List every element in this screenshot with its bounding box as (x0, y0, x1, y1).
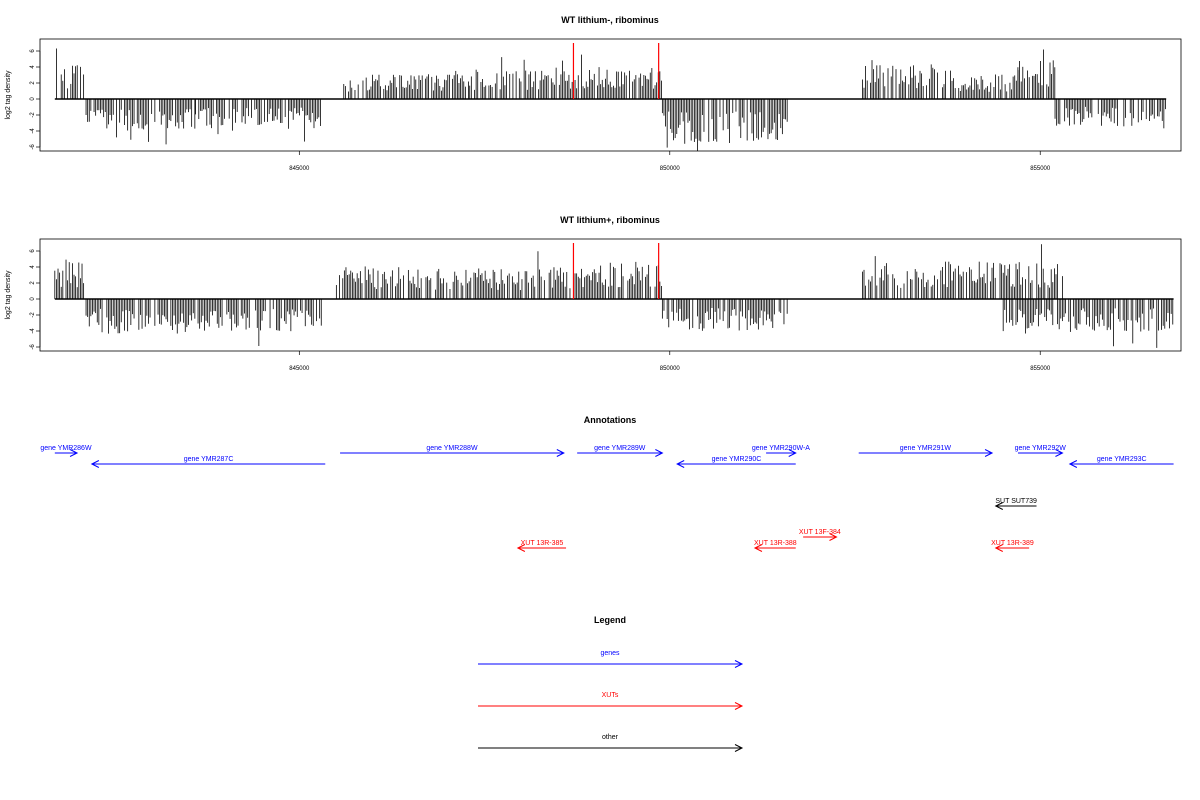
y-tick-label: -4 (30, 328, 36, 334)
feature-arrow-head (753, 544, 763, 552)
feature-label: gene YMR292W (1015, 445, 1067, 452)
y-tick-label: 4 (30, 65, 36, 69)
y-tick-label: 2 (30, 281, 36, 285)
legend-label: XUTs (602, 692, 619, 699)
feature-gene: gene YMR288W (340, 445, 565, 457)
feature-label: gene YMR286W (40, 445, 92, 452)
density-bars (56, 48, 1166, 151)
y-tick-label: -2 (30, 112, 36, 118)
feature-label: gene YMR291W (900, 445, 952, 452)
density-bars (54, 244, 1174, 348)
position-markers (572, 243, 660, 299)
feature-gene: gene YMR286W (40, 445, 92, 457)
feature-arrow-head (556, 449, 565, 457)
feature-arrow-head (829, 533, 838, 541)
y-tick-label: 0 (30, 297, 36, 301)
feature-label: gene YMR287C (184, 456, 234, 463)
position-markers (572, 43, 660, 99)
legend-label: other (602, 734, 619, 741)
feature-label: XUT 13R-385 (521, 540, 564, 547)
legend: Legend genes XUTs other (478, 615, 744, 752)
x-tick-label: 850000 (660, 366, 681, 372)
y-tick-label: -4 (30, 128, 36, 134)
track-panel-lithium-plus: WT lithium+, ribominus log2 tag density … (5, 215, 1182, 372)
feature-arrow-head (516, 544, 526, 552)
feature-arrow-head (69, 449, 79, 457)
feature-gene: gene YMR292W (1015, 445, 1067, 457)
feature-gene: gene YMR291W (858, 445, 994, 457)
feature-arrow-head (788, 449, 797, 457)
legend-arrow-head (734, 702, 744, 710)
feature-xut: XUT 13R-385 (516, 540, 567, 552)
y-tick-label: 6 (30, 49, 36, 53)
legend-label: genes (600, 650, 620, 657)
feature-gene: gene YMR290C (676, 456, 796, 468)
feature-label: XUT 13R-389 (991, 540, 1034, 547)
y-tick-label: 0 (30, 97, 36, 101)
legend-title: Legend (594, 615, 626, 625)
feature-label: gene YMR289W (594, 445, 646, 452)
feature-label: XUT 13R-388 (754, 540, 797, 547)
feature-label: gene YMR293C (1097, 456, 1147, 463)
feature-label: gene YMR290W-A (752, 445, 810, 452)
feature-list: gene YMR286W gene YMR287C gene YMR288W gene… (40, 445, 1174, 552)
feature-gene: gene YMR289W (577, 445, 664, 457)
y-axis-label: log2 tag density (5, 70, 12, 120)
feature-arrow-head (1055, 449, 1064, 457)
feature-xut: XUT 13R-389 (991, 540, 1034, 552)
x-tick-label: 845000 (289, 366, 310, 372)
y-tick-label: -6 (30, 144, 36, 150)
feature-gene: gene YMR293C (1068, 456, 1174, 468)
feature-other: SUT SUT739 (994, 498, 1037, 510)
legend-arrow-head (734, 660, 744, 668)
feature-gene: gene YMR290W-A (752, 445, 810, 457)
track-panel-lithium-minus: WT lithium-, ribominus log2 tag density … (5, 15, 1182, 172)
y-axis-ticks: -6 -4 -2 0 2 4 6 (30, 249, 41, 350)
feature-label: gene YMR290C (712, 456, 762, 463)
feature-xut: XUT 13R-388 (753, 540, 797, 552)
legend-item-gene: genes (478, 650, 744, 668)
y-tick-label: 6 (30, 249, 36, 253)
x-tick-label: 855000 (1030, 166, 1051, 172)
y-tick-label: -2 (30, 312, 36, 318)
y-tick-label: 4 (30, 265, 36, 269)
y-tick-label: 2 (30, 81, 36, 85)
feature-arrow-head (994, 544, 1003, 552)
legend-item-xut: XUTs (478, 692, 744, 710)
feature-arrow-head (90, 460, 100, 468)
legend-arrow-head (734, 744, 744, 752)
feature-arrow-head (1068, 460, 1078, 468)
feature-label: gene YMR288W (426, 445, 478, 452)
feature-label: XUT 13F-384 (799, 529, 841, 536)
feature-arrow-head (676, 460, 685, 468)
y-axis-ticks: -6 -4 -2 0 2 4 6 (30, 49, 41, 150)
x-axis-ticks: 845000 850000 855000 (289, 351, 1051, 372)
feature-arrow-head (655, 449, 664, 457)
y-tick-label: -6 (30, 344, 36, 350)
x-axis-ticks: 845000 850000 855000 (289, 151, 1051, 172)
panel-title: WT lithium-, ribominus (561, 15, 659, 25)
feature-gene: gene YMR287C (90, 456, 326, 468)
legend-item-other: other (478, 734, 744, 752)
feature-arrow-head (994, 502, 1003, 510)
x-tick-label: 845000 (289, 166, 310, 172)
feature-arrow-head (984, 449, 994, 457)
annotations-title: Annotations (584, 415, 637, 425)
x-tick-label: 850000 (660, 166, 681, 172)
feature-label: SUT SUT739 (995, 498, 1037, 505)
y-axis-label: log2 tag density (5, 270, 12, 320)
x-tick-label: 855000 (1030, 366, 1051, 372)
panel-title: WT lithium+, ribominus (560, 215, 660, 225)
legend-items: genes XUTs other (478, 650, 744, 752)
feature-xut: XUT 13F-384 (799, 529, 841, 541)
